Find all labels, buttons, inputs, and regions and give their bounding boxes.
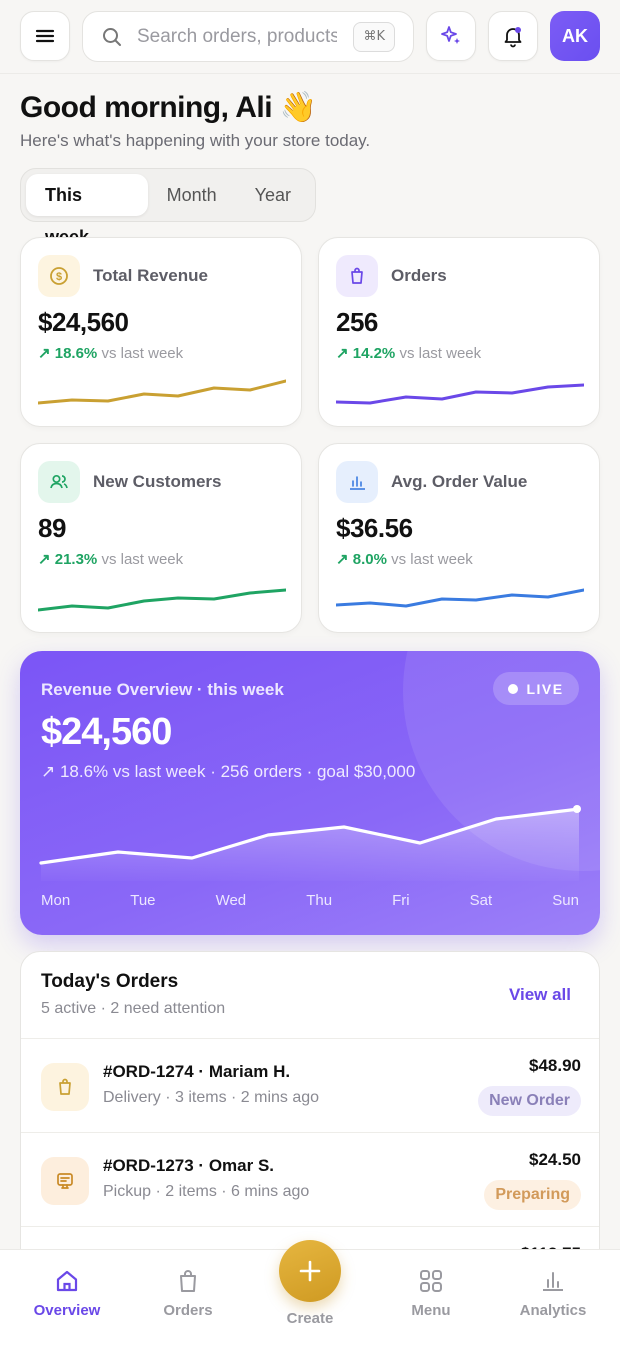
bag-icon (180, 1270, 196, 1292)
nav-overview[interactable]: Overview (17, 1267, 117, 1319)
top-bar: Search orders, products ⌘K AK (0, 0, 620, 74)
sparkle-icon (441, 26, 460, 44)
revenue-line (39, 807, 581, 865)
stat-value: 89 (38, 513, 66, 543)
page-subtitle: Here's what's happening with your store … (20, 131, 371, 150)
stat-value: 256 (336, 307, 378, 337)
order-row[interactable]: #ORD-1273 · Omar S. Pickup · 2 items · 6… (21, 1132, 599, 1226)
revenue-amount: $24,560 (41, 711, 172, 753)
order-title: #ORD-1273 · Omar S. (103, 1156, 275, 1175)
stat-change: ↗ 21.3% vs last week (38, 551, 184, 568)
nav-orders[interactable]: Orders (138, 1267, 238, 1319)
stat-value: $24,560 (38, 307, 129, 337)
grid-icon (420, 1270, 442, 1292)
nav-label: Analytics (519, 1302, 587, 1319)
tab-year[interactable]: Year (254, 185, 291, 205)
revenue-overview-title: Revenue Overview · this week (41, 680, 284, 699)
search-input[interactable]: Search orders, products ⌘K (82, 11, 414, 62)
order-price: $48.90 (529, 1056, 581, 1075)
plus-icon (299, 1260, 321, 1282)
ai-assistant-button[interactable] (426, 11, 476, 61)
stat-change: ↗ 14.2% vs last week (336, 345, 482, 362)
bag-icon (41, 1063, 89, 1111)
create-label: Create (286, 1310, 334, 1327)
tab-month[interactable]: Month (166, 185, 217, 205)
day-label: Fri (392, 892, 410, 909)
bell-icon (504, 27, 522, 48)
stat-change: ↗ 18.6% vs last week (38, 345, 184, 362)
sparkline-revenue (38, 379, 286, 405)
day-label: Sat (469, 892, 493, 909)
stat-card-avg-order-value[interactable]: Avg. Order Value $36.56 ↗ 8.0% vs last w… (318, 443, 600, 633)
sparkline-orders (336, 383, 584, 405)
order-details: Delivery · 3 items · 2 mins ago (103, 1089, 320, 1106)
stat-card-orders[interactable]: Orders 256 ↗ 14.2% vs last week (318, 237, 600, 427)
order-title: #ORD-1274 · Mariam H. (103, 1062, 291, 1081)
search-placeholder: Search orders, products (137, 25, 337, 47)
bar-chart-icon (543, 1272, 563, 1291)
tab-this-week[interactable]: This week (26, 174, 148, 247)
day-label: Thu (306, 892, 333, 909)
stat-card-new-customers[interactable]: New Customers 89 ↗ 21.3% vs last week (20, 443, 302, 633)
home-icon (56, 1270, 78, 1292)
live-badge: LIVE (493, 672, 579, 705)
stat-label: Total Revenue (93, 266, 208, 285)
order-price: $24.50 (529, 1150, 581, 1169)
stat-card-total-revenue[interactable]: $ Total Revenue $24,560 ↗ 18.6% vs last … (20, 237, 302, 427)
users-icon (38, 461, 80, 503)
day-label: Wed (215, 892, 247, 909)
stat-label: Orders (391, 266, 447, 285)
nav-menu[interactable]: Menu (381, 1267, 481, 1319)
nav-label: Orders (163, 1302, 213, 1319)
nav-analytics[interactable]: Analytics (503, 1267, 603, 1319)
revenue-overview-card[interactable]: Revenue Overview · this week LIVE $24,56… (20, 651, 600, 935)
revenue-area (41, 809, 579, 881)
shortcut-hint: ⌘K (353, 22, 395, 52)
avatar[interactable]: AK (550, 11, 600, 61)
stat-label: Avg. Order Value (391, 472, 528, 491)
live-dot-icon (508, 683, 519, 694)
revenue-meta: ↗ 18.6% vs last week · 256 orders · goal… (41, 762, 416, 781)
day-label: Sun (552, 892, 579, 909)
chart-day-labels: Mon Tue Wed Thu Fri Sat Sun (41, 892, 579, 909)
order-row[interactable]: #ORD-1274 · Mariam H. Delivery · 3 items… (21, 1038, 599, 1132)
orders-subtitle: 5 active · 2 need attention (41, 1000, 226, 1017)
nav-label: Overview (33, 1302, 101, 1319)
orders-title: Today's Orders (41, 971, 179, 992)
revenue-endpoint (573, 805, 581, 813)
stat-value: $36.56 (336, 513, 413, 543)
status-badge: Preparing (484, 1180, 581, 1210)
receipt-icon (41, 1157, 89, 1205)
view-all-link[interactable]: View all (508, 985, 571, 1004)
revenue-line-chart (39, 805, 581, 881)
hamburger-icon (35, 29, 55, 43)
dollar-icon: $ (38, 255, 80, 297)
sparkline-aov (336, 588, 584, 608)
day-label: Mon (41, 892, 71, 909)
sparkline-customers (38, 588, 286, 612)
bar-chart-icon (336, 461, 378, 503)
menu-button[interactable] (20, 11, 70, 61)
page-title: Good morning, Ali 👋 (20, 91, 317, 124)
day-label: Tue (130, 892, 156, 909)
stat-change: ↗ 8.0% vs last week (336, 551, 473, 568)
create-button[interactable] (279, 1240, 341, 1302)
stat-label: New Customers (93, 472, 222, 491)
notifications-button[interactable] (488, 11, 538, 61)
search-icon (103, 27, 121, 46)
nav-label: Menu (411, 1302, 451, 1319)
status-badge: New Order (478, 1086, 581, 1116)
range-tabs: This week Month Year (20, 168, 316, 247)
bag-icon (336, 255, 378, 297)
order-details: Pickup · 2 items · 6 mins ago (103, 1183, 310, 1200)
svg-text:$: $ (56, 271, 62, 283)
